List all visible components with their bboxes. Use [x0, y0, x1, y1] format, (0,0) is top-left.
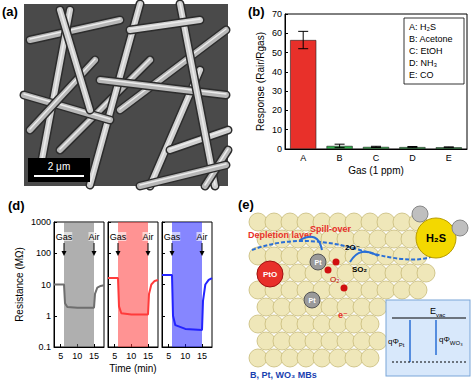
svg-text:70: 70 [272, 9, 282, 19]
svg-text:H₂S: H₂S [426, 232, 446, 244]
svg-text:60: 60 [272, 28, 282, 38]
svg-text:Air: Air [197, 232, 208, 242]
svg-text:E: CO: E: CO [409, 70, 434, 80]
svg-text:E: E [446, 153, 452, 163]
svg-text:A: A [300, 153, 306, 163]
svg-text:5: 5 [166, 351, 171, 361]
svg-text:O₂: O₂ [330, 275, 339, 284]
svg-text:30: 30 [272, 86, 282, 96]
svg-text:Gas: Gas [110, 232, 127, 242]
svg-text:1: 1 [46, 311, 51, 321]
svg-text:Pt: Pt [309, 297, 317, 304]
svg-text:0: 0 [277, 144, 282, 154]
svg-text:qΦWO₃: qΦWO₃ [439, 335, 463, 346]
svg-text:50: 50 [272, 48, 282, 58]
svg-text:10: 10 [180, 351, 190, 361]
svg-text:5: 5 [58, 351, 63, 361]
svg-text:e⁻: e⁻ [338, 310, 348, 320]
svg-text:B: B [337, 153, 343, 163]
svg-text:C: C [373, 153, 380, 163]
svg-text:1000: 1000 [31, 217, 51, 227]
svg-text:5: 5 [112, 351, 117, 361]
svg-text:Air: Air [89, 232, 100, 242]
svg-text:B, Pt, WO₃ MBs: B, Pt, WO₃ MBs [250, 370, 317, 380]
svg-text:20: 20 [272, 105, 282, 115]
svg-text:Spill-over: Spill-over [310, 224, 352, 234]
svg-text:Time (min): Time (min) [109, 363, 156, 374]
svg-text:Resistance (MΩ): Resistance (MΩ) [14, 247, 25, 322]
svg-text:D: NH₃: D: NH₃ [409, 58, 437, 68]
svg-text:2 μm: 2 μm [48, 161, 70, 172]
svg-text:10: 10 [41, 280, 51, 290]
svg-text:15: 15 [89, 351, 99, 361]
svg-text:Evac: Evac [430, 306, 445, 318]
svg-text:10: 10 [272, 125, 282, 135]
svg-text:SO₂: SO₂ [352, 265, 368, 274]
svg-text:Gas (1 ppm): Gas (1 ppm) [348, 165, 404, 176]
svg-text:B: Acetone: B: Acetone [409, 34, 453, 44]
svg-text:10: 10 [126, 351, 136, 361]
svg-text:15: 15 [143, 351, 153, 361]
svg-text:Response (Rair/Rgas): Response (Rair/Rgas) [255, 32, 266, 131]
svg-text:2O⁻: 2O⁻ [345, 243, 360, 252]
svg-text:(d): (d) [8, 198, 25, 213]
svg-text:Depletion layer: Depletion layer [248, 230, 313, 240]
svg-text:C: EtOH: C: EtOH [409, 46, 443, 56]
svg-text:PtO: PtO [263, 270, 277, 279]
svg-text:0.1: 0.1 [38, 342, 51, 352]
svg-text:Gas: Gas [56, 232, 73, 242]
svg-text:D: D [409, 153, 416, 163]
svg-text:qΦPt: qΦPt [388, 337, 405, 348]
svg-text:(a): (a) [2, 4, 18, 19]
svg-text:Air: Air [143, 232, 154, 242]
svg-text:10: 10 [72, 351, 82, 361]
svg-text:Pt: Pt [315, 259, 323, 266]
svg-text:15: 15 [197, 351, 207, 361]
svg-text:(b): (b) [248, 4, 265, 19]
svg-text:Gas: Gas [164, 232, 181, 242]
svg-text:(e): (e) [238, 197, 254, 212]
svg-text:A: H₂S: A: H₂S [409, 22, 436, 32]
svg-text:40: 40 [272, 67, 282, 77]
svg-text:100: 100 [36, 248, 51, 258]
